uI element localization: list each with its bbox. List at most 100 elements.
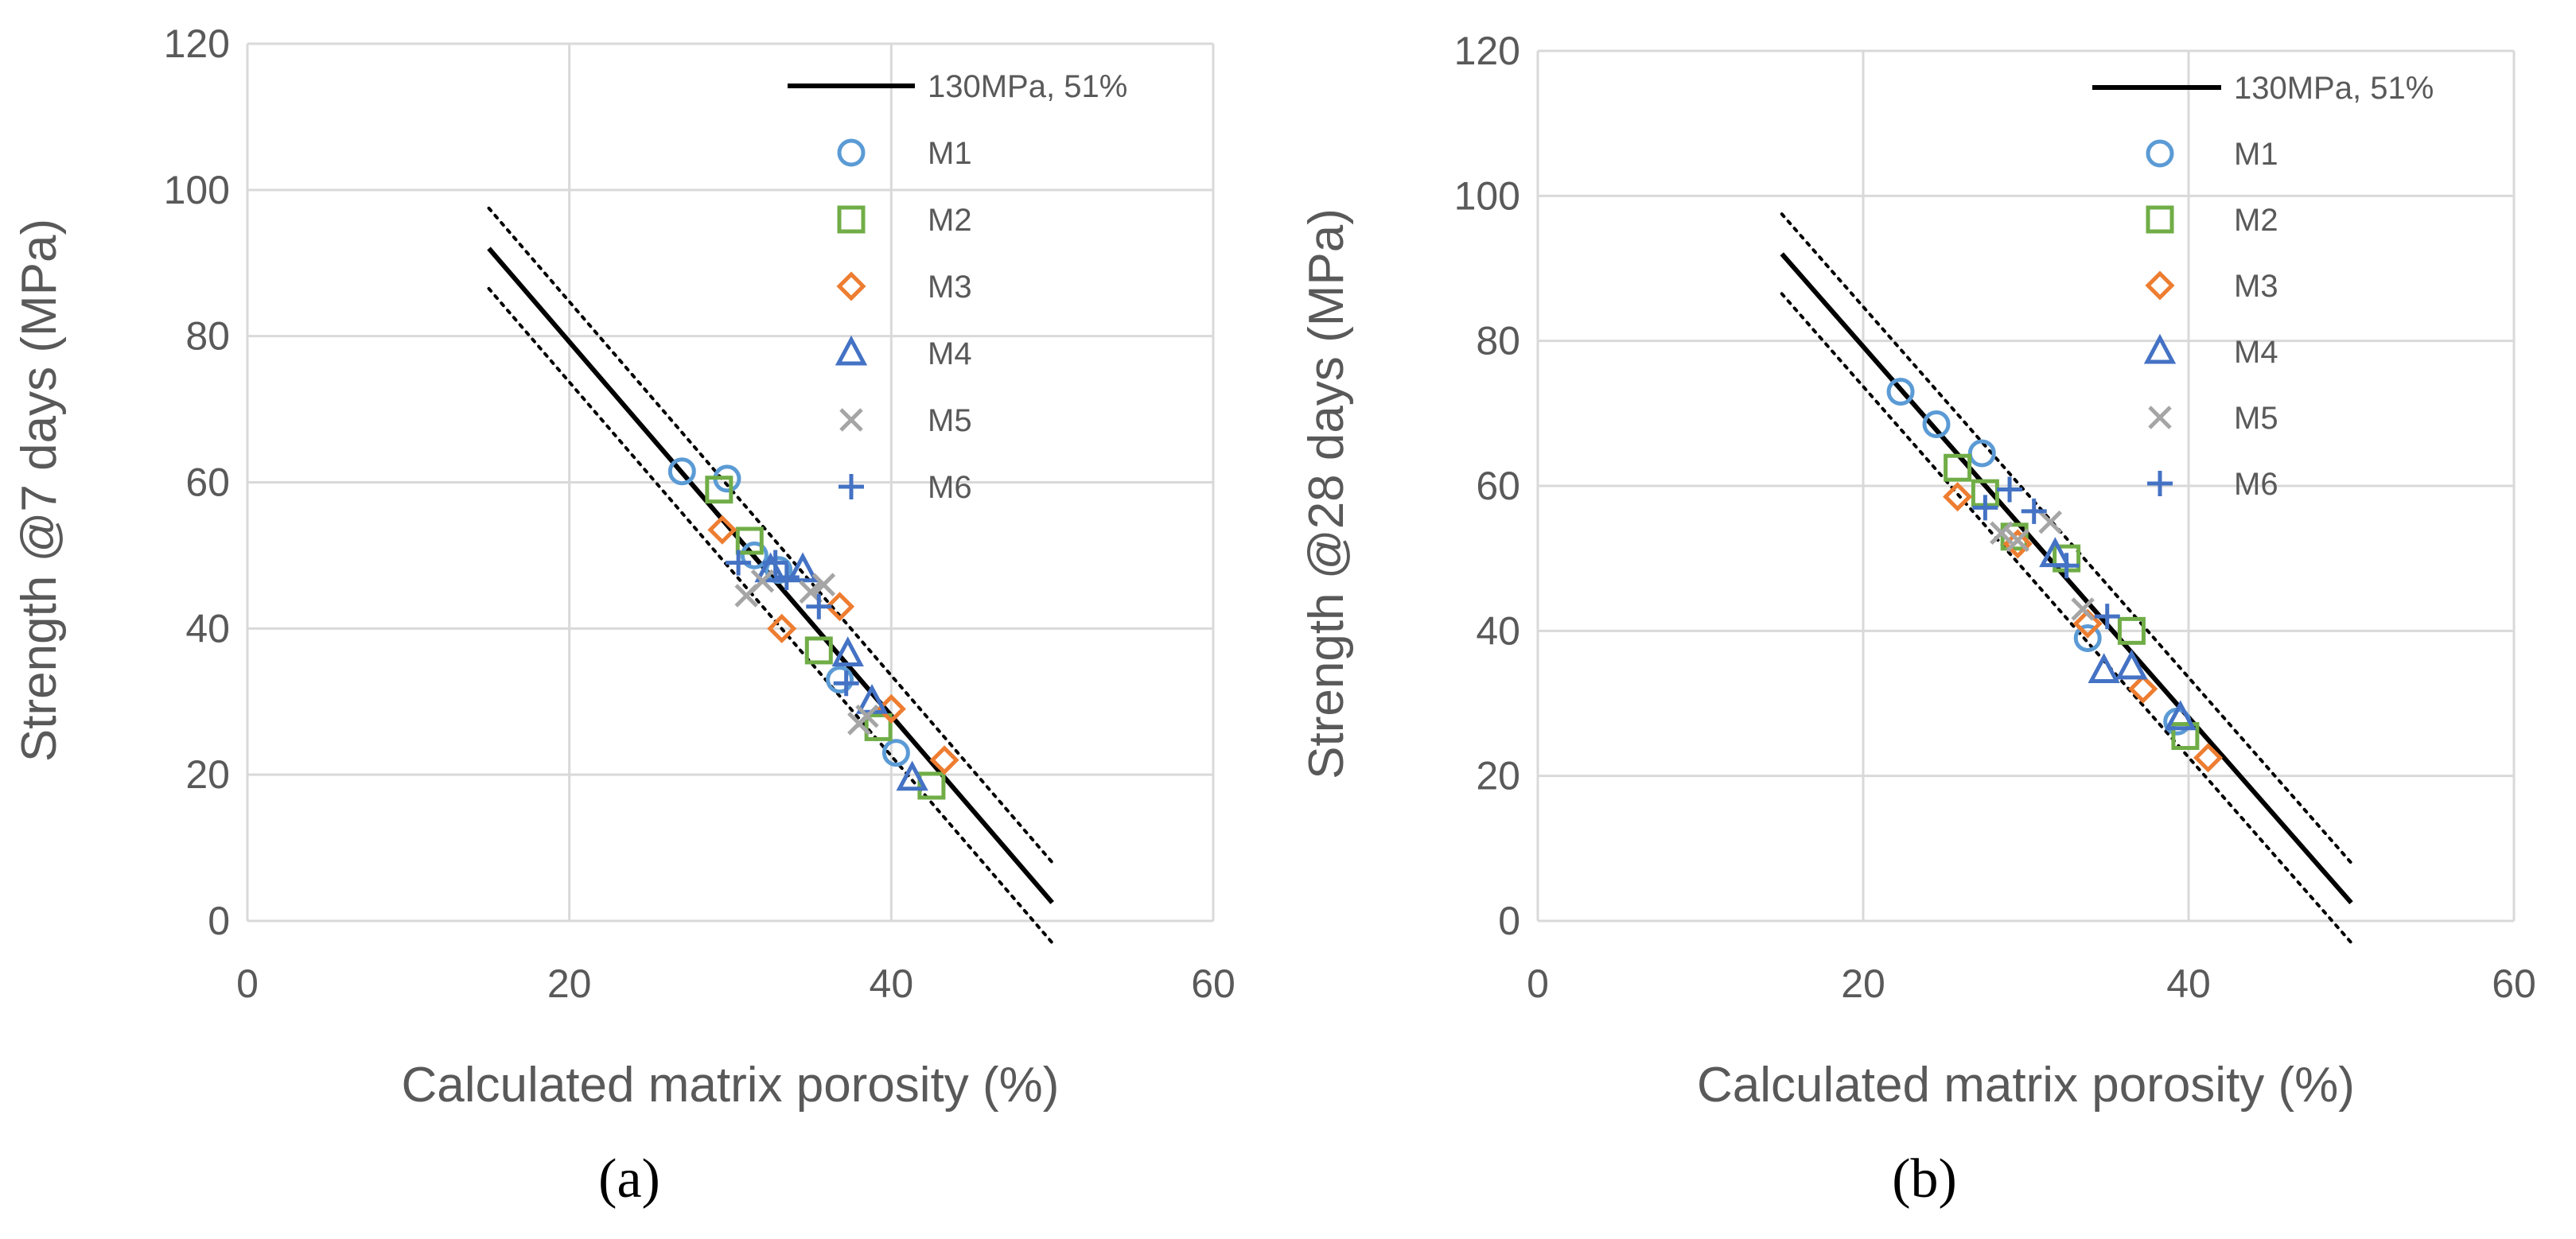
data-point-m2 bbox=[1944, 453, 1972, 482]
y-axis-label: Strength @28 days (MPa) bbox=[1299, 208, 1354, 779]
data-point-m1 bbox=[740, 541, 769, 569]
y-tick-label: 120 bbox=[1454, 29, 1520, 73]
y-tick-label: 20 bbox=[1476, 754, 1520, 798]
legend-label-m3: M3 bbox=[2234, 269, 2278, 304]
data-point-m5 bbox=[811, 573, 836, 596]
legend-label-m6: M6 bbox=[928, 470, 972, 505]
data-point-m1 bbox=[826, 666, 854, 694]
legend-label-m4: M4 bbox=[928, 336, 972, 371]
x-tick-label: 60 bbox=[2492, 961, 2536, 1006]
legend-marker-m1 bbox=[2146, 139, 2174, 168]
x-tick-label: 0 bbox=[236, 961, 259, 1006]
data-point-m2 bbox=[2117, 616, 2146, 645]
data-point-m4 bbox=[786, 552, 819, 583]
data-point-m3 bbox=[2193, 743, 2224, 773]
data-point-m5 bbox=[2071, 597, 2095, 621]
y-tick-label: 100 bbox=[164, 168, 230, 212]
y-tick-label: 0 bbox=[208, 899, 230, 943]
lower-bound-line bbox=[1780, 292, 2353, 945]
lower-bound-line bbox=[487, 286, 1054, 945]
data-point-m5 bbox=[2006, 528, 2030, 553]
data-point-m3 bbox=[707, 515, 737, 545]
legend-marker-m2 bbox=[2146, 205, 2174, 234]
data-point-m5 bbox=[750, 569, 775, 593]
data-point-m1 bbox=[881, 739, 910, 767]
data-point-m1 bbox=[1886, 377, 1915, 406]
data-point-m5 bbox=[2038, 510, 2062, 534]
data-point-m6 bbox=[2094, 604, 2120, 630]
panel-label: (b) bbox=[1892, 1148, 1957, 1210]
data-point-m6 bbox=[833, 670, 859, 697]
data-point-m2 bbox=[2171, 722, 2200, 751]
data-point-m6 bbox=[2053, 553, 2080, 579]
data-point-m3 bbox=[1943, 482, 1973, 512]
y-axis-label: Strength @7 days (MPa) bbox=[12, 219, 67, 762]
y-tick-label: 0 bbox=[1498, 899, 1520, 943]
data-point-m2 bbox=[735, 526, 764, 555]
legend-marker-m4 bbox=[835, 335, 868, 366]
legend-label-m1: M1 bbox=[2234, 137, 2278, 172]
y-tick-label: 20 bbox=[185, 752, 230, 797]
data-point-m1 bbox=[1922, 410, 1951, 439]
data-point-m6 bbox=[726, 550, 752, 576]
y-tick-label: 100 bbox=[1454, 173, 1520, 218]
y-tick-label: 60 bbox=[185, 460, 230, 505]
y-tick-label: 80 bbox=[185, 314, 230, 359]
x-tick-label: 40 bbox=[870, 961, 914, 1006]
legend-marker-m5 bbox=[839, 408, 863, 432]
legend-marker-m2 bbox=[837, 205, 866, 234]
data-point-m6 bbox=[1997, 476, 2023, 503]
legend-marker-m3 bbox=[2145, 270, 2175, 301]
data-point-m2 bbox=[705, 476, 733, 504]
legend-label-m6: M6 bbox=[2234, 467, 2278, 502]
data-point-m3 bbox=[767, 613, 797, 643]
legend-marker-m6 bbox=[2147, 471, 2173, 496]
x-tick-label: 20 bbox=[1841, 961, 1885, 1006]
data-point-m2 bbox=[864, 713, 893, 741]
legend-fit-line-label: 130MPa, 51% bbox=[2234, 71, 2434, 106]
data-point-m6 bbox=[1972, 495, 1998, 521]
data-point-m3 bbox=[2072, 608, 2103, 639]
upper-bound-line bbox=[487, 206, 1054, 864]
data-point-m4 bbox=[2164, 700, 2197, 731]
data-point-m3 bbox=[876, 693, 906, 724]
x-tick-label: 20 bbox=[547, 961, 592, 1006]
data-point-m3 bbox=[2128, 674, 2158, 704]
y-tick-label: 80 bbox=[1476, 319, 1520, 363]
data-point-m1 bbox=[1967, 439, 1996, 468]
legend-marker-m1 bbox=[837, 138, 866, 167]
y-tick-label: 40 bbox=[1476, 608, 1520, 653]
y-tick-label: 120 bbox=[164, 21, 230, 66]
data-point-m4 bbox=[896, 760, 928, 791]
legend-marker-m5 bbox=[2148, 406, 2172, 429]
data-point-m6 bbox=[2021, 498, 2047, 524]
data-point-m4 bbox=[2115, 649, 2148, 680]
upper-bound-line bbox=[1780, 212, 2353, 865]
data-point-m6 bbox=[773, 564, 800, 590]
data-point-m6 bbox=[762, 550, 788, 576]
data-point-m1 bbox=[667, 457, 696, 486]
y-tick-label: 40 bbox=[185, 606, 230, 651]
data-point-m5 bbox=[855, 704, 879, 728]
legend-marker-m6 bbox=[839, 474, 864, 499]
legend-label-m3: M3 bbox=[928, 270, 972, 305]
legend-label-m1: M1 bbox=[928, 136, 972, 171]
chart-panel-a: 0 20 40 60 80 100 120 0 20 40 60 Calculated matrix … bbox=[12, 21, 1235, 1210]
legend-label-m2: M2 bbox=[2234, 203, 2278, 238]
data-point-m2 bbox=[917, 771, 946, 800]
x-tick-label: 40 bbox=[2166, 961, 2211, 1006]
x-tick-label: 60 bbox=[1191, 961, 1235, 1006]
data-point-m3 bbox=[929, 745, 959, 775]
legend-marker-m4 bbox=[2143, 333, 2177, 364]
data-point-m1 bbox=[2073, 623, 2102, 652]
legend-label-m2: M2 bbox=[928, 203, 972, 238]
legend-label-m5: M5 bbox=[2234, 401, 2278, 436]
legend-label-m5: M5 bbox=[928, 403, 972, 438]
x-axis-label: Calculated matrix porosity (%) bbox=[1697, 1058, 2355, 1113]
data-point-m6 bbox=[806, 593, 832, 620]
y-tick-label: 60 bbox=[1476, 464, 1520, 508]
data-point-m4 bbox=[2088, 653, 2120, 683]
data-point-m2 bbox=[804, 636, 833, 665]
legend-marker-m3 bbox=[836, 271, 866, 301]
